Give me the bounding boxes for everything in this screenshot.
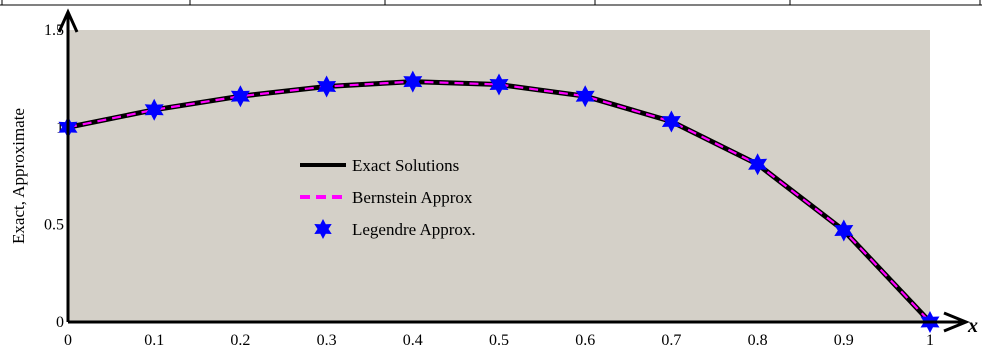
series-layer	[58, 70, 940, 333]
x-tick-label: 0.5	[489, 332, 509, 347]
legend-label-bernstein: Bernstein Approx	[352, 188, 473, 207]
x-tick-label: 0.8	[748, 332, 768, 347]
legend-label-exact: Exact Solutions	[352, 156, 459, 175]
x-tick-label: 0.7	[661, 332, 681, 347]
axes	[57, 8, 970, 333]
legendre-point-star-icon	[575, 85, 595, 108]
legend-label-legendre: Legendre Approx.	[352, 220, 476, 239]
x-tick-label: 0.9	[834, 332, 854, 347]
legendre-point-star-icon	[317, 75, 337, 98]
legendre-point-star-icon	[489, 73, 509, 96]
x-tick-label: 0	[64, 332, 72, 347]
series-line-bernstein	[67, 80, 931, 323]
x-tick-label: 0.6	[575, 332, 595, 347]
x-tick-label: 0.1	[144, 332, 164, 347]
x-axis-label: x	[967, 315, 978, 337]
y-axis-label: Exact, Approximate	[9, 108, 28, 244]
legend: Exact Solutions Bernstein Approx Legendr…	[300, 156, 476, 239]
legendre-point-star-icon	[403, 70, 423, 93]
legendre-point-star-icon	[834, 219, 854, 242]
y-tick-label: 1	[56, 119, 64, 136]
y-tick-label: 0.5	[44, 217, 64, 234]
y-axis-arrow-icon	[57, 8, 79, 33]
tick-labels: 0 0.1 0.2 0.3 0.4 0.5 0.6 0.7 0.8 0.9 1 0 0.5 1 1.5	[44, 22, 934, 347]
x-tick-label: 0.2	[230, 332, 250, 347]
legendre-point-star-icon	[661, 110, 681, 133]
legendre-point-star-icon	[230, 85, 250, 108]
x-tick-label: 0.4	[403, 332, 423, 347]
legendre-point-star-icon	[748, 153, 768, 176]
y-tick-label: 1.5	[44, 22, 64, 39]
x-axis-arrow-icon	[943, 311, 970, 333]
top-border	[0, 0, 982, 6]
x-tick-label: 1	[926, 332, 934, 347]
x-tick-label: 0.3	[317, 332, 337, 347]
y-tick-label: 0	[56, 314, 64, 331]
legendre-point-star-icon	[144, 98, 164, 121]
legend-swatch-legendre-star-icon	[314, 219, 332, 239]
